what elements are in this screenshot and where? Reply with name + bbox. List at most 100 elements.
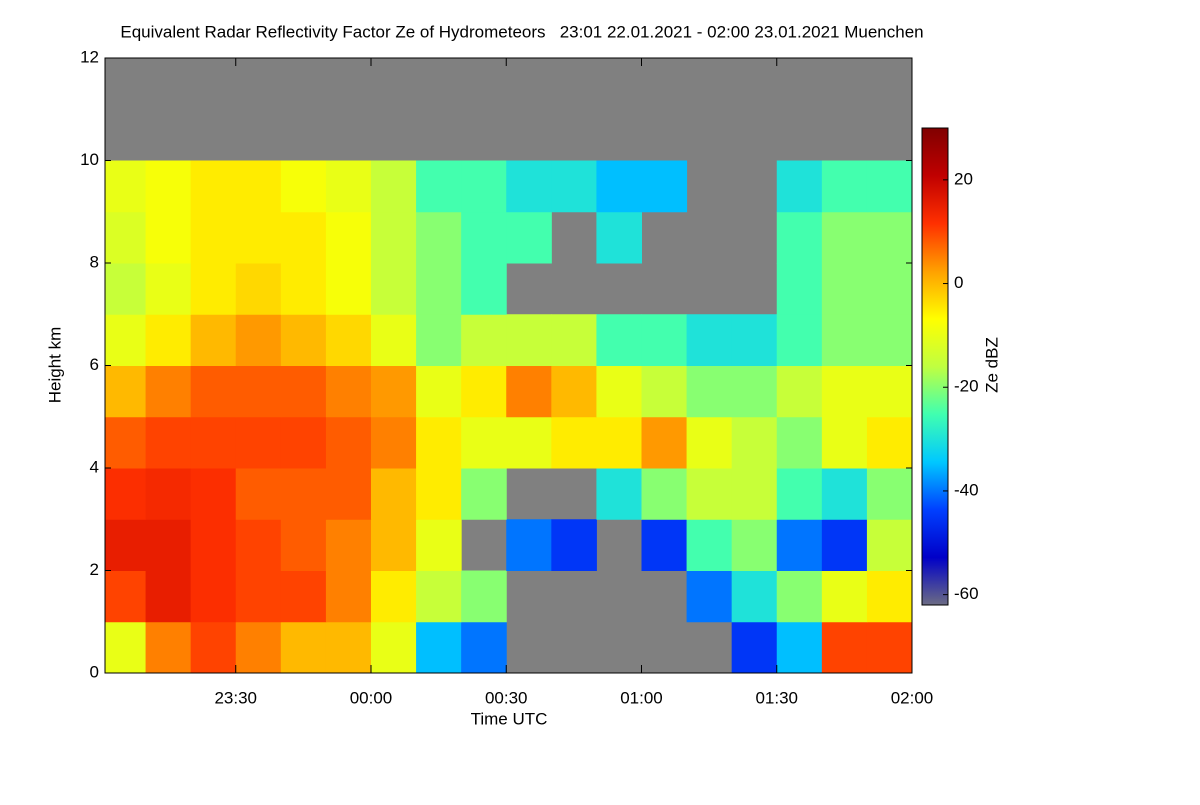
heatmap-cell xyxy=(416,160,462,213)
heatmap-cell xyxy=(416,468,462,520)
heatmap-cell xyxy=(190,519,237,571)
heatmap-cell xyxy=(506,416,552,469)
heatmap-cell xyxy=(866,570,912,623)
y-tick-label: 12 xyxy=(80,47,99,66)
colorbar-tick-label: 0 xyxy=(954,273,963,292)
heatmap-cell xyxy=(235,468,282,520)
heatmap-cell xyxy=(105,519,147,571)
y-axis-label: Height km xyxy=(45,327,64,404)
heatmap-cell xyxy=(731,365,778,418)
heatmap-cell xyxy=(145,468,192,520)
heatmap-cell xyxy=(776,519,823,571)
heatmap-cell xyxy=(190,416,237,469)
heatmap-cell xyxy=(145,263,192,315)
heatmap-cell xyxy=(325,468,372,520)
heatmap-cell xyxy=(461,621,507,673)
heatmap-cell xyxy=(190,570,237,623)
heatmap-cell xyxy=(461,468,507,520)
heatmap-cell xyxy=(641,365,688,418)
heatmap-cell xyxy=(641,416,688,469)
heatmap-cell xyxy=(596,211,642,264)
heatmap-cell xyxy=(370,519,417,571)
heatmap-cell xyxy=(105,365,147,418)
heatmap-cell xyxy=(280,160,327,213)
colorbar-tick-label: -40 xyxy=(954,480,979,499)
heatmap-cell xyxy=(776,570,823,623)
heatmap-cell xyxy=(821,263,868,315)
heatmap-cell xyxy=(731,314,778,366)
heatmap-cell xyxy=(370,160,417,213)
heatmap-cell xyxy=(416,314,462,366)
heatmap-cell xyxy=(235,160,282,213)
heatmap-cell xyxy=(416,211,462,264)
colorbar-tick-label: 20 xyxy=(954,169,973,188)
x-tick-label: 01:30 xyxy=(755,688,798,707)
heatmap-cell xyxy=(866,314,912,366)
heatmap-cell xyxy=(145,570,192,623)
colorbar-tick-label: -60 xyxy=(954,584,979,603)
heatmap-cell xyxy=(190,160,237,213)
heatmap-cell xyxy=(776,416,823,469)
heatmap-cell xyxy=(866,468,912,520)
heatmap-cell xyxy=(235,570,282,623)
heatmap-cell xyxy=(145,365,192,418)
heatmap-cell xyxy=(280,468,327,520)
heatmap-cell xyxy=(866,211,912,264)
heatmap-cell xyxy=(461,570,507,623)
heatmap-cell xyxy=(370,365,417,418)
heatmap-cell xyxy=(145,621,192,673)
heatmap-cell xyxy=(145,160,192,213)
heatmap-cell xyxy=(731,416,778,469)
heatmap-cell xyxy=(325,211,372,264)
heatmap-cell xyxy=(686,570,733,623)
colorbar-label: Ze dBZ xyxy=(982,337,1001,393)
heatmap-cell xyxy=(370,468,417,520)
heatmap-cell xyxy=(776,160,823,213)
heatmap-cell xyxy=(776,468,823,520)
heatmap-cell xyxy=(235,621,282,673)
heatmap-cell xyxy=(235,365,282,418)
heatmap-cell xyxy=(686,468,733,520)
y-tick-label: 4 xyxy=(90,457,99,476)
heatmap-cell xyxy=(280,519,327,571)
x-tick-label: 02:00 xyxy=(891,688,934,707)
heatmap-cell xyxy=(866,160,912,213)
heatmap-cell xyxy=(866,621,912,673)
colorbar-tick-label: -20 xyxy=(954,377,979,396)
heatmap-cell xyxy=(506,160,552,213)
heatmap-cell xyxy=(190,365,237,418)
heatmap-cell xyxy=(370,416,417,469)
heatmap-cell xyxy=(506,314,552,366)
heatmap-cell xyxy=(280,416,327,469)
heatmap-cell xyxy=(821,416,868,469)
heatmap-cell xyxy=(506,211,552,264)
x-axis-label: Time UTC xyxy=(471,709,548,728)
heatmap-cell xyxy=(190,211,237,264)
heatmap-cell xyxy=(821,160,868,213)
heatmap-cell xyxy=(866,263,912,315)
heatmap-cell xyxy=(105,211,147,264)
heatmap-cell xyxy=(461,211,507,264)
colorbar xyxy=(921,127,949,606)
heatmap-cell xyxy=(105,570,147,623)
heatmap-cell xyxy=(551,160,597,213)
heatmap-cell xyxy=(731,621,778,673)
y-tick-label: 0 xyxy=(90,662,99,681)
heatmap-cell xyxy=(235,263,282,315)
heatmap-cell xyxy=(821,211,868,264)
heatmap-cell xyxy=(821,519,868,571)
x-tick-label: 01:00 xyxy=(620,688,663,707)
heatmap-cell xyxy=(731,570,778,623)
heatmap-cell xyxy=(145,519,192,571)
heatmap-cell xyxy=(235,314,282,366)
heatmap-cell xyxy=(596,314,642,366)
heatmap-cell xyxy=(551,314,597,366)
heatmap-cell xyxy=(145,314,192,366)
heatmap-cell xyxy=(776,263,823,315)
heatmap-cell xyxy=(461,160,507,213)
heatmap-cell xyxy=(325,263,372,315)
heatmap-cell xyxy=(416,570,462,623)
heatmap-cell xyxy=(461,365,507,418)
y-tick-label: 10 xyxy=(80,150,99,169)
